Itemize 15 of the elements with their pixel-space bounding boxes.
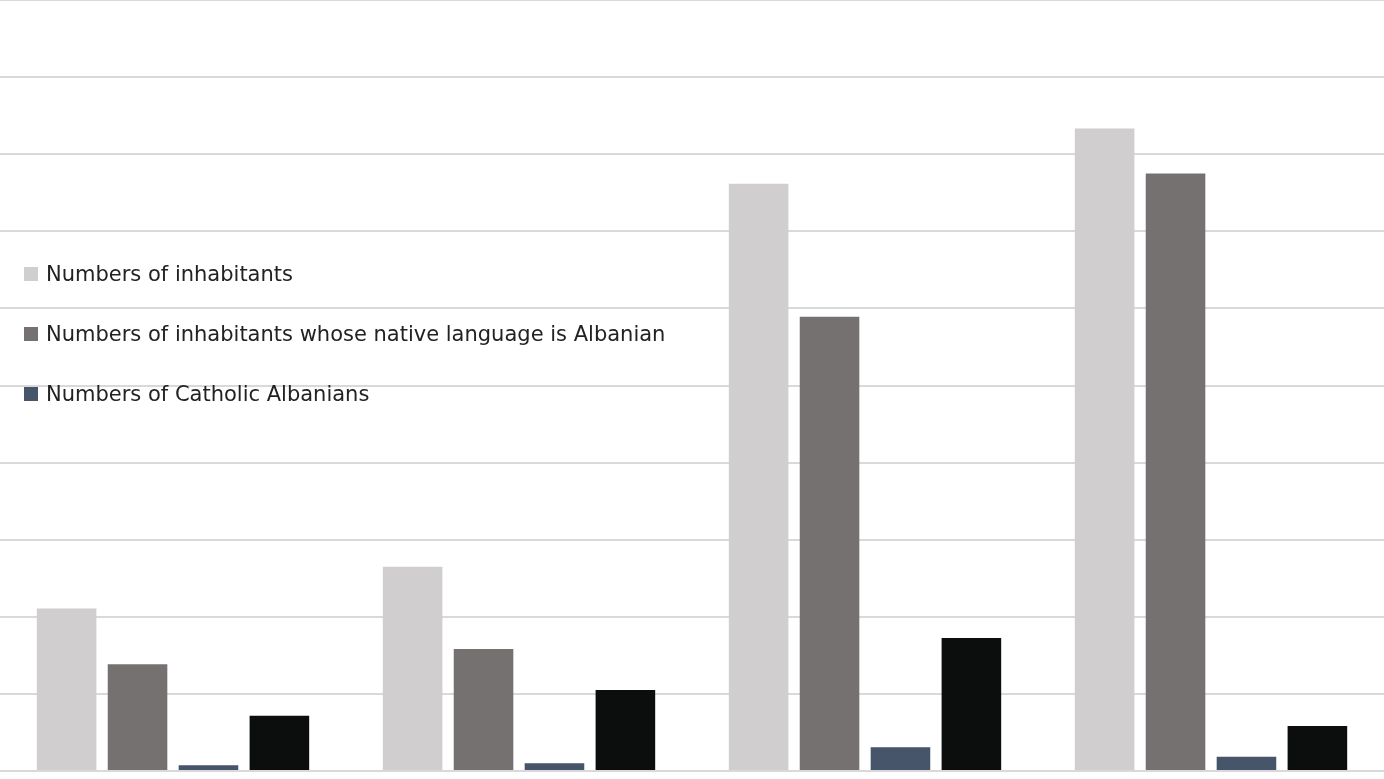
legend-label: Numbers of inhabitants whose native language is Albanian xyxy=(46,322,666,346)
bar xyxy=(1145,173,1206,770)
bar xyxy=(453,648,514,770)
bar xyxy=(1287,726,1348,770)
bar xyxy=(107,664,168,770)
bar xyxy=(799,316,860,770)
bar xyxy=(595,690,656,770)
bar xyxy=(178,765,239,770)
bar xyxy=(870,747,931,770)
bar xyxy=(524,763,585,770)
legend-label: Numbers of inhabitants xyxy=(46,262,293,286)
bar xyxy=(941,638,1002,770)
bar xyxy=(1216,756,1277,770)
bar xyxy=(249,715,310,770)
legend-label: Numbers of Catholic Albanians xyxy=(46,382,370,406)
